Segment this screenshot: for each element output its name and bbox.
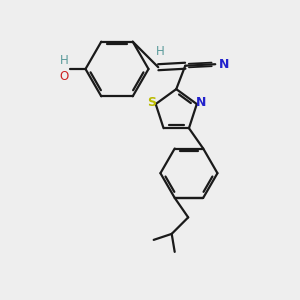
Text: S: S	[147, 96, 156, 109]
Text: H: H	[156, 45, 165, 58]
Text: N: N	[219, 58, 229, 71]
Text: N: N	[196, 96, 206, 109]
Text: H: H	[60, 55, 69, 68]
Text: O: O	[60, 70, 69, 83]
